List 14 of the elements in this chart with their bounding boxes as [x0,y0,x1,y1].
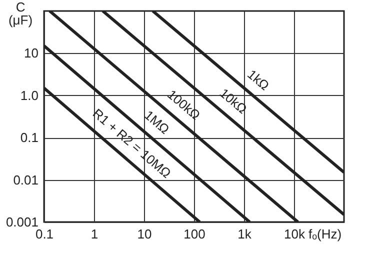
y-axis-title: C (μF) [8,0,33,28]
y-tick-label: 0.1 [20,130,38,146]
x-tick-label: 1k [238,226,252,242]
y-tick-label: 0.001 [6,214,38,230]
x-tick-label: 0.1 [35,226,54,242]
x-axis-title: fₒ(Hz) [308,226,342,242]
x-tick-label: 10 [137,226,152,242]
x-tick-label: 1 [90,226,98,242]
y-tick-label: 0.01 [13,172,38,188]
y-tick-label: 1.0 [20,88,38,103]
text: 1kΩ [244,66,272,94]
x-tick-label: 10k [284,226,306,242]
x-tick-label: 100 [184,226,206,242]
y-tick-label: 10 [24,46,38,61]
